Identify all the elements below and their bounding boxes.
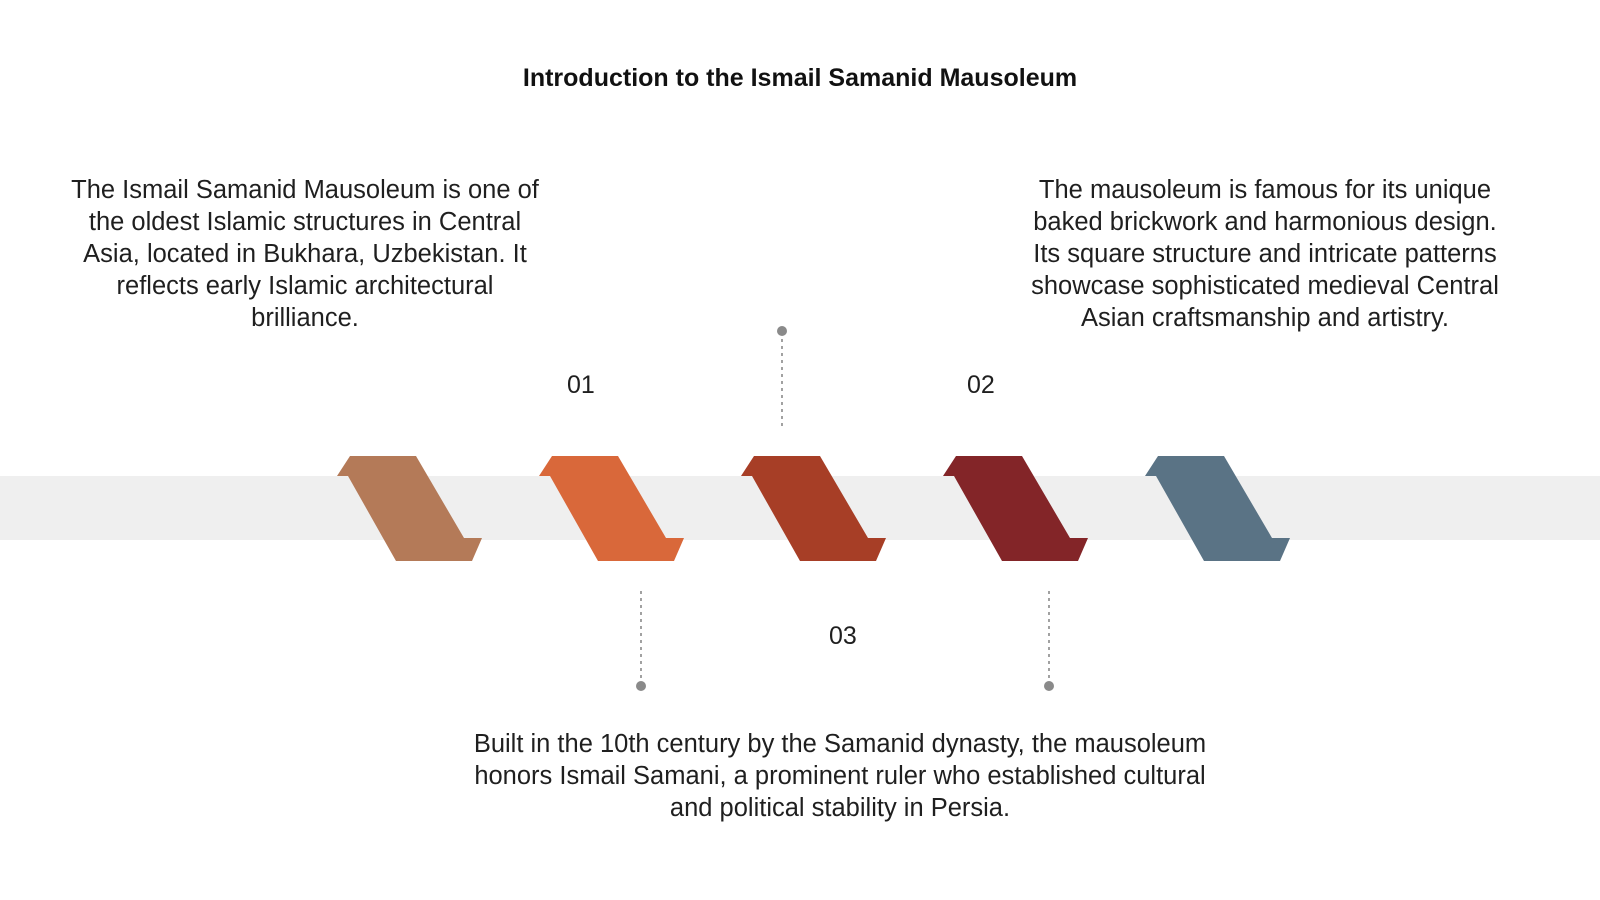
connector-bottom-left [636,591,646,691]
chevron-2 [539,456,684,561]
chevron-4 [943,456,1088,561]
step-1-number: 01 [567,371,595,399]
step-3-number: 03 [829,622,857,650]
connector-dot [777,326,787,336]
step-2-number: 02 [967,371,995,399]
connector-bottom-right [1044,591,1054,691]
chevron-3 [741,456,886,561]
connector-dot [636,681,646,691]
connector-top [777,326,787,428]
step-1-description: The Ismail Samanid Mausoleum is one of t… [71,176,539,332]
step-3-description: Built in the 10th century by the Samanid… [473,730,1207,822]
chevron-1 [337,456,482,561]
chevron-5 [1145,456,1290,561]
step-2-description: The mausoleum is famous for its unique b… [1031,176,1499,332]
connector-dot [1044,681,1054,691]
slide-title: Introduction to the Ismail Samanid Mauso… [522,64,1078,92]
